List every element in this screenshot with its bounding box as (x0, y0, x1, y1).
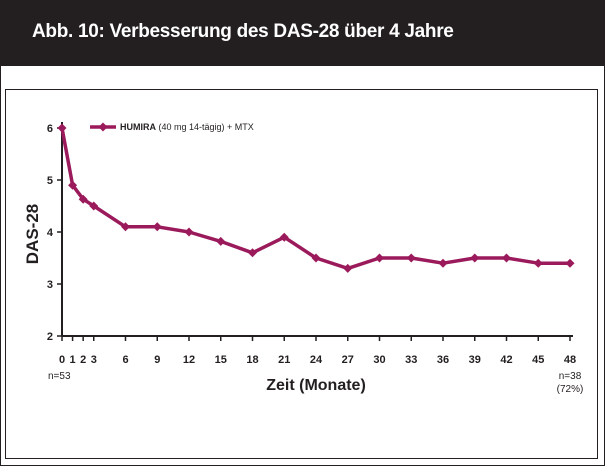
y-tick-label: 4 (47, 227, 54, 239)
n-end-percent: (72%) (557, 384, 584, 395)
x-tick-label: 15 (215, 354, 227, 366)
x-tick-label: 18 (246, 354, 258, 366)
data-point (533, 258, 543, 268)
x-tick-label: 1 (70, 354, 76, 366)
y-tick-label: 3 (47, 279, 53, 291)
x-tick-label: 24 (310, 354, 323, 366)
x-tick-label: 39 (469, 354, 481, 366)
x-tick-label: 33 (405, 354, 417, 366)
data-point (406, 253, 416, 263)
x-tick-label: 27 (342, 354, 354, 366)
data-point (248, 248, 257, 258)
data-point (68, 180, 78, 190)
data-point (375, 253, 384, 263)
n-start-label: n=53 (48, 371, 71, 382)
data-point (311, 253, 321, 263)
x-tick-label: 6 (122, 354, 128, 366)
y-axis-title: DAS-28 (23, 204, 42, 264)
data-point (89, 201, 99, 211)
x-tick-label: 3 (91, 354, 97, 366)
data-point (565, 258, 575, 268)
data-point (502, 253, 511, 263)
x-tick-label: 42 (500, 354, 512, 366)
figure-title: Abb. 10: Verbesserung des DAS-28 über 4 … (32, 21, 454, 42)
y-tick-label: 2 (47, 331, 53, 343)
y-tick-label: 5 (47, 175, 53, 187)
x-tick-label: 30 (373, 354, 385, 366)
x-tick-label: 0 (59, 354, 65, 366)
legend-marker (98, 122, 108, 132)
y-tick-label: 6 (47, 123, 53, 135)
data-point (470, 253, 480, 263)
data-point (279, 232, 289, 242)
x-tick-label: 48 (564, 354, 576, 366)
x-tick-label: 9 (154, 354, 160, 366)
data-point (57, 123, 67, 133)
data-point (184, 227, 194, 237)
n-end-label: n=38 (559, 371, 582, 382)
data-point (152, 222, 162, 232)
x-tick-label: 2 (80, 354, 86, 366)
figure-header: Abb. 10: Verbesserung des DAS-28 über 4 … (1, 1, 604, 66)
legend-label-bold: HUMIRA (120, 122, 156, 132)
data-point (343, 263, 353, 273)
data-point (78, 194, 88, 204)
data-point (438, 258, 448, 268)
series-line (60, 127, 570, 271)
legend-label-rest: (40 mg 14-tägig) + MTX (156, 122, 254, 132)
x-tick-label: 12 (183, 354, 195, 366)
x-tick-label: 36 (437, 354, 449, 366)
data-point (216, 236, 226, 246)
legend-label: HUMIRA (40 mg 14-tägig) + MTX (120, 122, 254, 132)
data-point (121, 222, 130, 232)
x-axis-title: Zeit (Monate) (266, 377, 366, 394)
chart-panel (5, 89, 598, 459)
x-tick-label: 45 (532, 354, 544, 366)
x-tick-label: 21 (278, 354, 290, 366)
